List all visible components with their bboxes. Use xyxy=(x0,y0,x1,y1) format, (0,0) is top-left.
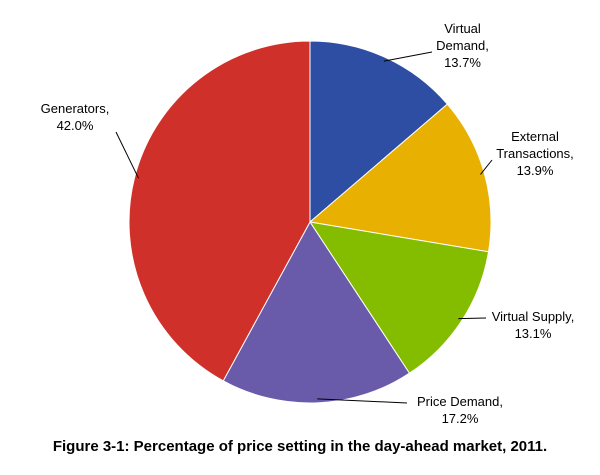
data-label: External Transactions, 13.9% xyxy=(480,128,590,179)
pie-slice xyxy=(128,40,311,382)
category-label: External Transactions, xyxy=(496,129,574,161)
leader-line xyxy=(317,398,408,404)
category-label: Generators, xyxy=(40,101,110,116)
pie-slice xyxy=(308,103,492,253)
data-label: Virtual Supply, 13.1% xyxy=(478,308,588,342)
leader-line xyxy=(458,317,487,320)
category-label: Virtual Supply, xyxy=(491,309,575,324)
data-label: Price Demand, 17.2% xyxy=(400,393,520,427)
category-label: Virtual Demand, xyxy=(436,21,489,53)
leader-line xyxy=(480,159,493,175)
value-label: 13.9% xyxy=(516,163,554,178)
pie-slice xyxy=(309,40,449,224)
pie-slice xyxy=(222,221,411,404)
pie-slice xyxy=(308,221,490,374)
leader-line xyxy=(383,51,433,62)
value-label: 13.1% xyxy=(514,326,552,341)
value-label: 17.2% xyxy=(441,411,479,426)
data-label: Virtual Demand, 13.7% xyxy=(420,20,505,71)
data-label: Generators, 42.0% xyxy=(20,100,130,134)
chart-title: Figure 3-1: Percentage of price setting … xyxy=(52,438,548,455)
leader-line xyxy=(115,131,139,179)
category-label: Price Demand, xyxy=(417,394,503,409)
value-label: 42.0% xyxy=(56,118,94,133)
value-label: 13.7% xyxy=(444,55,481,70)
